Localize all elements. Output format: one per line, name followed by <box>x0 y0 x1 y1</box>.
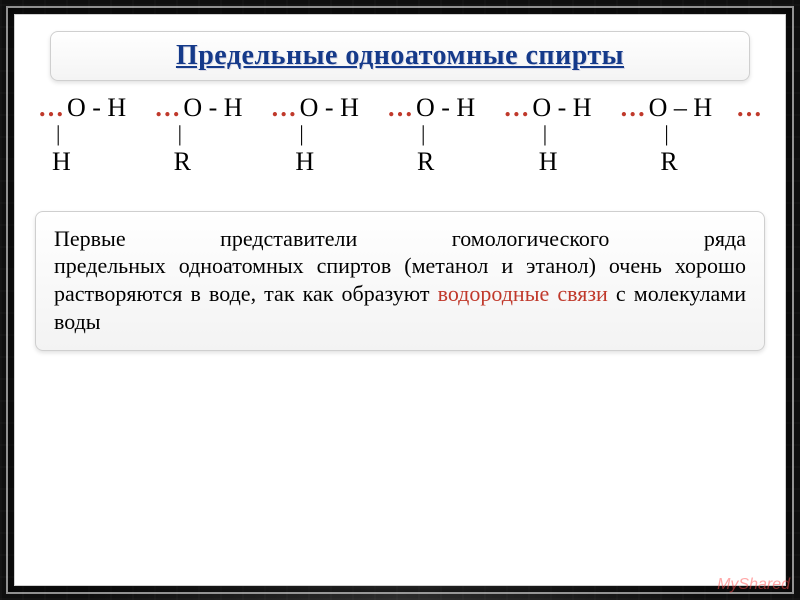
info-word: Первые <box>54 226 126 252</box>
info-highlight: водородные связи <box>438 281 608 306</box>
ellipsis: … <box>617 93 649 123</box>
info-word: представители <box>220 226 357 252</box>
chain-bonds-row: |||||| <box>35 121 765 147</box>
chain-sub-row: HRHRHR <box>35 147 765 177</box>
vertical-bond: | <box>400 121 522 147</box>
chain-top-row: …O - H…O - H…O - H…O - H…O - H…O – H… <box>35 93 765 123</box>
info-word: ряда <box>704 226 746 252</box>
chain-unit: …O - H <box>500 93 616 123</box>
ellipsis: … <box>151 93 183 123</box>
oh-group: O – H <box>649 93 717 123</box>
chain-unit: …O - H <box>151 93 267 123</box>
vertical-bond: | <box>35 121 157 147</box>
oh-group: O - H <box>300 93 363 123</box>
chain-unit: …O - H <box>384 93 500 123</box>
ellipsis: … <box>733 93 765 123</box>
substituent: H <box>522 147 644 177</box>
ellipsis: … <box>268 93 300 123</box>
oh-group: O - H <box>67 93 130 123</box>
chain-unit: …O - H <box>35 93 151 123</box>
info-rest: предельных одноатомных спиртов (метанол … <box>54 252 746 336</box>
substituent: H <box>35 147 157 177</box>
ellipsis: … <box>384 93 416 123</box>
substituent: R <box>643 147 765 177</box>
slide: Предельные одноатомные спирты …O - H…O -… <box>14 14 786 586</box>
oh-group: O - H <box>183 93 246 123</box>
substituent: R <box>157 147 279 177</box>
outer-frame: Предельные одноатомные спирты …O - H…O -… <box>6 6 794 594</box>
vertical-bond: | <box>157 121 279 147</box>
substituent: R <box>400 147 522 177</box>
chain-unit: …O - H <box>268 93 384 123</box>
oh-group: O - H <box>416 93 479 123</box>
blank-area <box>35 435 765 565</box>
chain-unit: …O – H <box>617 93 733 123</box>
watermark-right: MyShared <box>717 576 790 594</box>
title-box: Предельные одноатомные спирты <box>50 31 751 81</box>
vertical-bond: | <box>522 121 644 147</box>
vertical-bond: | <box>643 121 765 147</box>
vertical-bond: | <box>278 121 400 147</box>
ellipsis: … <box>500 93 532 123</box>
ellipsis: … <box>35 93 67 123</box>
info-line1: Первые представители гомологического ряда <box>54 226 746 252</box>
substituent: H <box>278 147 400 177</box>
slide-title: Предельные одноатомные спирты <box>176 40 624 71</box>
info-word: гомологического <box>452 226 610 252</box>
oh-group: O - H <box>532 93 595 123</box>
hydrogen-bond-chain: …O - H…O - H…O - H…O - H…O - H…O – H… ||… <box>35 93 765 177</box>
info-box: Первые представители гомологического ряда п… <box>35 211 765 351</box>
